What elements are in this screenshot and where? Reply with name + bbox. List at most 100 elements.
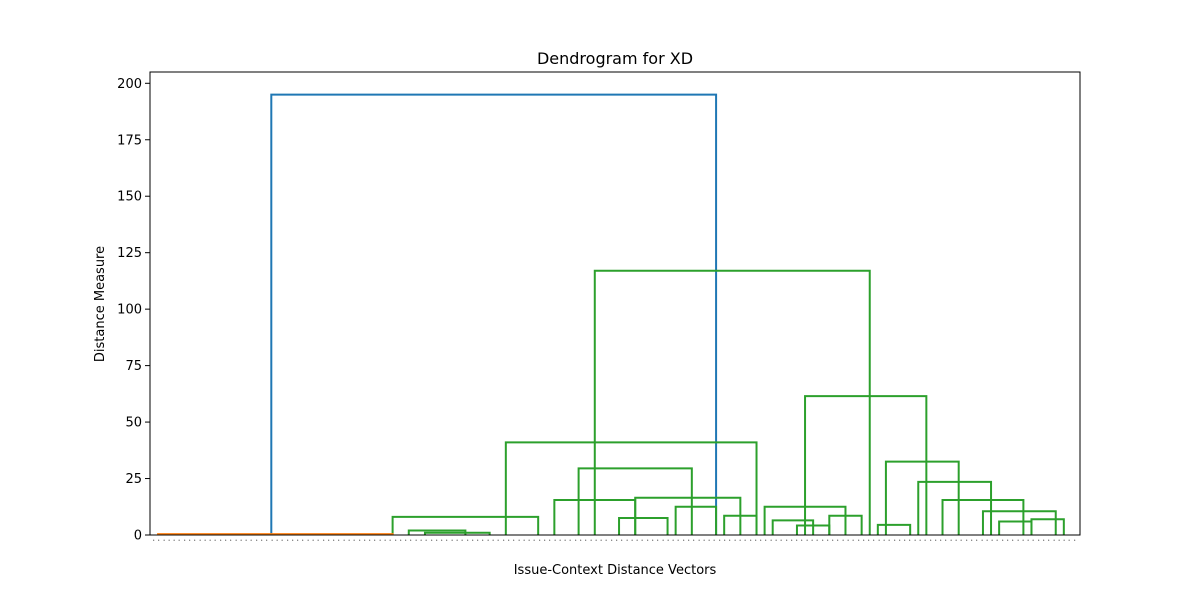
leaf-label-34: •	[326, 539, 331, 541]
leaf-label-90: •	[614, 539, 619, 541]
leaf-label-111: •	[722, 539, 727, 541]
leaf-label-159: •	[969, 539, 974, 541]
leaf-label-126: •	[799, 539, 804, 541]
leaf-label-59: •	[455, 539, 460, 541]
leaf-label-149: •	[918, 539, 923, 541]
leaf-label-153: •	[938, 539, 943, 541]
leaf-label-39: •	[352, 539, 357, 541]
leaf-label-65: •	[485, 539, 490, 541]
leaf-label-72: •	[521, 539, 526, 541]
leaf-label-24: •	[274, 539, 279, 541]
leaf-label-85: •	[588, 539, 593, 541]
leaf-label-141: •	[876, 539, 881, 541]
leaf-label-3: •	[166, 539, 171, 541]
dendrogram-link-24	[1030, 518, 1065, 535]
leaf-label-113: •	[732, 539, 737, 541]
leaf-label-0: •	[151, 539, 156, 541]
leaf-label-178: •	[1067, 539, 1072, 541]
leaf-label-31: •	[310, 539, 315, 541]
leaf-label-172: •	[1036, 539, 1041, 541]
leaf-label-105: •	[691, 539, 696, 541]
leaf-label-84: •	[583, 539, 588, 541]
leaf-label-7: •	[187, 539, 192, 541]
leaf-label-26: •	[285, 539, 290, 541]
leaf-label-48: •	[398, 539, 403, 541]
leaf-label-35: •	[331, 539, 336, 541]
dendrogram-link-1	[593, 269, 871, 535]
y-tick-label-1: 25	[125, 472, 142, 487]
leaf-label-117: •	[753, 539, 758, 541]
leaf-label-89: •	[609, 539, 614, 541]
leaf-label-74: •	[532, 539, 537, 541]
leaf-label-151: •	[928, 539, 933, 541]
dendrogram-link-8	[763, 505, 847, 535]
leaf-label-128: •	[809, 539, 814, 541]
leaf-label-164: •	[995, 539, 1000, 541]
leaf-label-120: •	[768, 539, 773, 541]
leaf-label-46: •	[388, 539, 393, 541]
y-tick-label-3: 75	[125, 359, 142, 374]
leaf-label-150: •	[923, 539, 928, 541]
leaf-label-30: •	[305, 539, 310, 541]
leaf-label-23: •	[269, 539, 274, 541]
leaf-label-93: •	[629, 539, 634, 541]
leaf-label-140: •	[871, 539, 876, 541]
leaf-label-21: •	[259, 539, 264, 541]
leaf-label-104: •	[686, 539, 691, 541]
leaf-label-86: •	[593, 539, 598, 541]
y-tick-label-7: 175	[117, 133, 142, 148]
leaf-label-79: •	[557, 539, 562, 541]
leaf-label-177: •	[1062, 539, 1067, 541]
leaf-label-176: •	[1056, 539, 1061, 541]
y-axis-label: Distance Measure	[93, 246, 108, 362]
x-axis-label: Issue-Context Distance Vectors	[514, 563, 717, 578]
leaf-label-121: •	[773, 539, 778, 541]
dendrogram-link-11	[941, 498, 1025, 535]
leaf-label-56: •	[439, 539, 444, 541]
leaf-label-156: •	[954, 539, 959, 541]
leaf-label-87: •	[599, 539, 604, 541]
leaf-label-110: •	[717, 539, 722, 541]
dendrogram-links	[157, 93, 1065, 536]
leaf-label-103: •	[681, 539, 686, 541]
y-tick-label-5: 125	[117, 246, 142, 261]
leaf-label-175: •	[1051, 539, 1056, 541]
leaf-label-162: •	[984, 539, 989, 541]
leaf-label-42: •	[367, 539, 372, 541]
leaf-label-13: •	[218, 539, 223, 541]
leaf-labels: • • • • • • • • • • • • • • • • • • • • • • • • • • • • • • • • • • • • • • • •…	[151, 539, 1077, 541]
leaf-label-107: •	[701, 539, 706, 541]
dendrogram-link-17	[423, 531, 491, 535]
leaf-label-132: •	[830, 539, 835, 541]
leaf-label-66: •	[491, 539, 496, 541]
leaf-label-134: •	[840, 539, 845, 541]
leaf-label-28: •	[295, 539, 300, 541]
leaf-label-2: •	[161, 539, 166, 541]
leaf-label-57: •	[444, 539, 449, 541]
leaf-label-171: •	[1031, 539, 1036, 541]
dendrogram-link-9	[884, 460, 960, 535]
leaf-label-36: •	[336, 539, 341, 541]
dendrogram-link-7	[804, 395, 928, 535]
dendrogram-link-2	[504, 441, 758, 535]
leaf-label-135: •	[846, 539, 851, 541]
leaf-label-17: •	[238, 539, 243, 541]
leaf-label-41: •	[362, 539, 367, 541]
leaf-label-169: •	[1020, 539, 1025, 541]
dendrogram-link-13	[876, 523, 912, 535]
leaf-label-67: •	[496, 539, 501, 541]
leaf-label-179: •	[1072, 539, 1077, 541]
leaf-label-138: •	[861, 539, 866, 541]
leaf-label-136: •	[851, 539, 856, 541]
leaf-label-43: •	[372, 539, 377, 541]
leaf-label-60: •	[460, 539, 465, 541]
leaf-label-108: •	[707, 539, 712, 541]
leaf-label-61: •	[465, 539, 470, 541]
leaf-label-167: •	[1010, 539, 1015, 541]
leaf-label-32: •	[316, 539, 321, 541]
leaf-label-38: •	[346, 539, 351, 541]
leaf-label-160: •	[974, 539, 979, 541]
leaf-label-11: •	[208, 539, 213, 541]
leaf-label-154: •	[943, 539, 948, 541]
